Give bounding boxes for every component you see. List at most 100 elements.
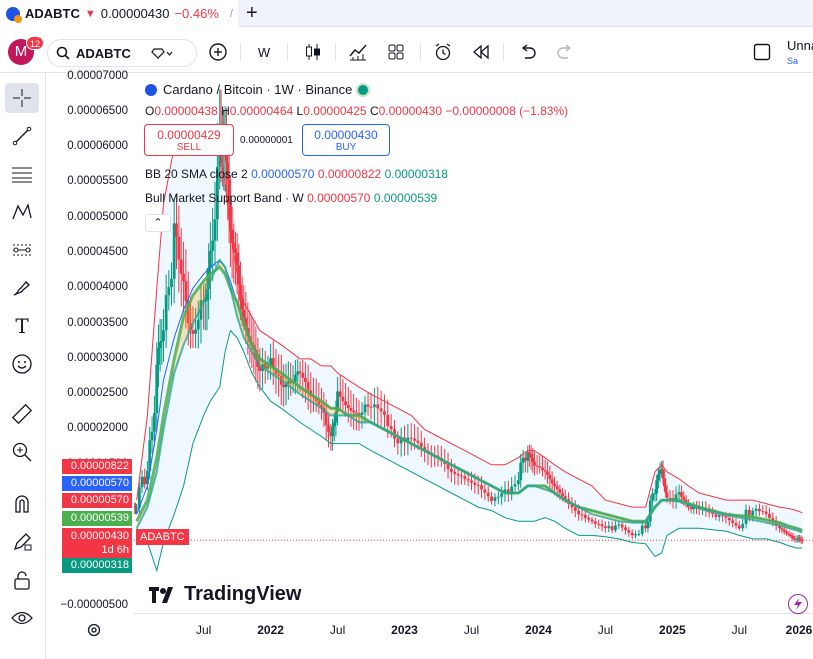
candle-body xyxy=(550,479,554,484)
candle-body xyxy=(724,516,728,518)
candle-body xyxy=(184,281,188,301)
candle-body xyxy=(211,240,215,251)
change-value: −0.00000008 (−1.83%) xyxy=(445,104,569,118)
candle-body xyxy=(634,534,637,536)
y-tick-label: 0.00007000 xyxy=(67,69,128,82)
sell-label: SELL xyxy=(176,142,202,153)
candle-body xyxy=(229,203,232,230)
candle-body xyxy=(640,525,644,534)
candle-body xyxy=(155,364,159,413)
candle-body xyxy=(266,366,270,369)
candle-body xyxy=(199,300,203,320)
undo-button[interactable] xyxy=(515,39,541,65)
candle-body xyxy=(604,526,607,529)
candle-body xyxy=(406,437,410,442)
candle-body xyxy=(665,492,669,498)
chart-tab[interactable]: ADABTC ▼ 0.00000430 −0.46% / xyxy=(0,0,238,27)
sell-button[interactable]: 0.00000429 SELL xyxy=(144,124,234,156)
crosshair-tool[interactable] xyxy=(5,83,39,113)
candle-body xyxy=(677,492,681,495)
layout-name[interactable]: Unna Sa xyxy=(787,39,813,68)
search-icon xyxy=(56,46,70,60)
stay-drawing-tool[interactable] xyxy=(5,527,39,557)
brush-tool[interactable] xyxy=(5,273,39,303)
templates-button[interactable] xyxy=(383,39,409,65)
candle-body xyxy=(513,484,517,487)
measure-tool[interactable] xyxy=(5,399,39,429)
alert-button[interactable] xyxy=(430,39,456,65)
brush-icon xyxy=(13,281,30,296)
candle-body xyxy=(258,366,262,371)
x-tick-label: 2026 xyxy=(785,623,813,637)
emoji-icon xyxy=(12,354,32,374)
high-label: H xyxy=(221,104,230,118)
compare-button[interactable] xyxy=(205,39,231,65)
text-icon: T xyxy=(15,314,29,338)
candle-body xyxy=(761,511,765,513)
candle-body xyxy=(543,470,547,472)
redo-button[interactable] xyxy=(552,39,578,65)
candle-body xyxy=(711,512,714,515)
price-label-bmsb-ema: 0.00000539 xyxy=(62,511,132,526)
hide-tool[interactable] xyxy=(5,603,39,633)
trend-line-tool[interactable] xyxy=(5,121,39,151)
candle-body xyxy=(496,496,500,498)
zoom-tool[interactable] xyxy=(5,437,39,467)
candle-body xyxy=(332,422,336,427)
bmsb-legend[interactable]: Bull Market Support Band · W 0.00000570 … xyxy=(145,191,437,205)
text-tool[interactable]: T xyxy=(5,311,39,341)
chart-type-button[interactable] xyxy=(300,39,326,65)
candle-body xyxy=(271,358,275,368)
candle-body xyxy=(620,524,624,528)
candle-body xyxy=(587,517,591,520)
fib-tool[interactable] xyxy=(5,159,39,189)
candle-body xyxy=(366,404,370,407)
bar-countdown: 1d 6h xyxy=(101,544,129,556)
candle-body xyxy=(327,425,330,433)
candle-body xyxy=(780,528,784,530)
candle-body xyxy=(196,319,200,330)
candle-body xyxy=(203,300,207,302)
candle-body xyxy=(369,406,373,408)
lock-tool[interactable] xyxy=(5,565,39,595)
candle-body xyxy=(329,432,333,437)
tab-close-icon[interactable]: / xyxy=(229,7,233,20)
time-axis[interactable]: Jul 2022 Jul 2023 Jul 2024 Jul 2025 Jul 2026 xyxy=(134,613,813,643)
candle-body xyxy=(653,493,657,495)
brand-name: TradingView xyxy=(184,583,302,605)
pencil-lock-icon xyxy=(13,533,32,551)
candle-body xyxy=(548,474,552,480)
replay-button[interactable] xyxy=(468,39,494,65)
candle-body xyxy=(580,514,584,516)
magnet-tool[interactable] xyxy=(5,489,39,519)
ai-assistant-button[interactable] xyxy=(788,594,808,614)
candle-body xyxy=(793,538,797,540)
candle-body xyxy=(363,404,367,413)
forecast-tool[interactable] xyxy=(5,235,39,265)
candle-body xyxy=(590,519,594,522)
candle-body xyxy=(493,497,497,501)
legend-title[interactable]: Cardano / Bitcoin · 1W · Binance xyxy=(163,82,353,97)
candle-body xyxy=(143,476,147,485)
candle-body xyxy=(177,236,181,260)
candle-body xyxy=(533,461,536,466)
candle-body xyxy=(658,469,662,475)
interval-button[interactable]: W xyxy=(257,44,271,60)
candle-body xyxy=(282,384,286,388)
layout-select-checkbox[interactable] xyxy=(751,39,773,65)
new-tab-icon[interactable]: + xyxy=(246,2,258,24)
buy-button[interactable]: 0.00000430 BUY xyxy=(302,124,390,156)
y-tick-label: 0.00005500 xyxy=(67,175,128,188)
emoji-tool[interactable] xyxy=(5,349,39,379)
candle-body xyxy=(389,426,393,430)
bb-legend[interactable]: BB 20 SMA close 2 0.00000570 0.00000822 … xyxy=(145,167,448,181)
candle-body xyxy=(717,515,721,517)
candle-body xyxy=(334,411,338,423)
chart-settings-button[interactable] xyxy=(86,622,102,643)
price-chart[interactable] xyxy=(134,73,813,613)
indicators-button[interactable] xyxy=(345,39,371,65)
symbol-search[interactable]: ADABTC xyxy=(47,39,197,67)
collapse-legend-button[interactable]: ⌃ xyxy=(145,214,171,232)
pattern-tool[interactable] xyxy=(5,197,39,227)
candle-body xyxy=(167,287,171,296)
